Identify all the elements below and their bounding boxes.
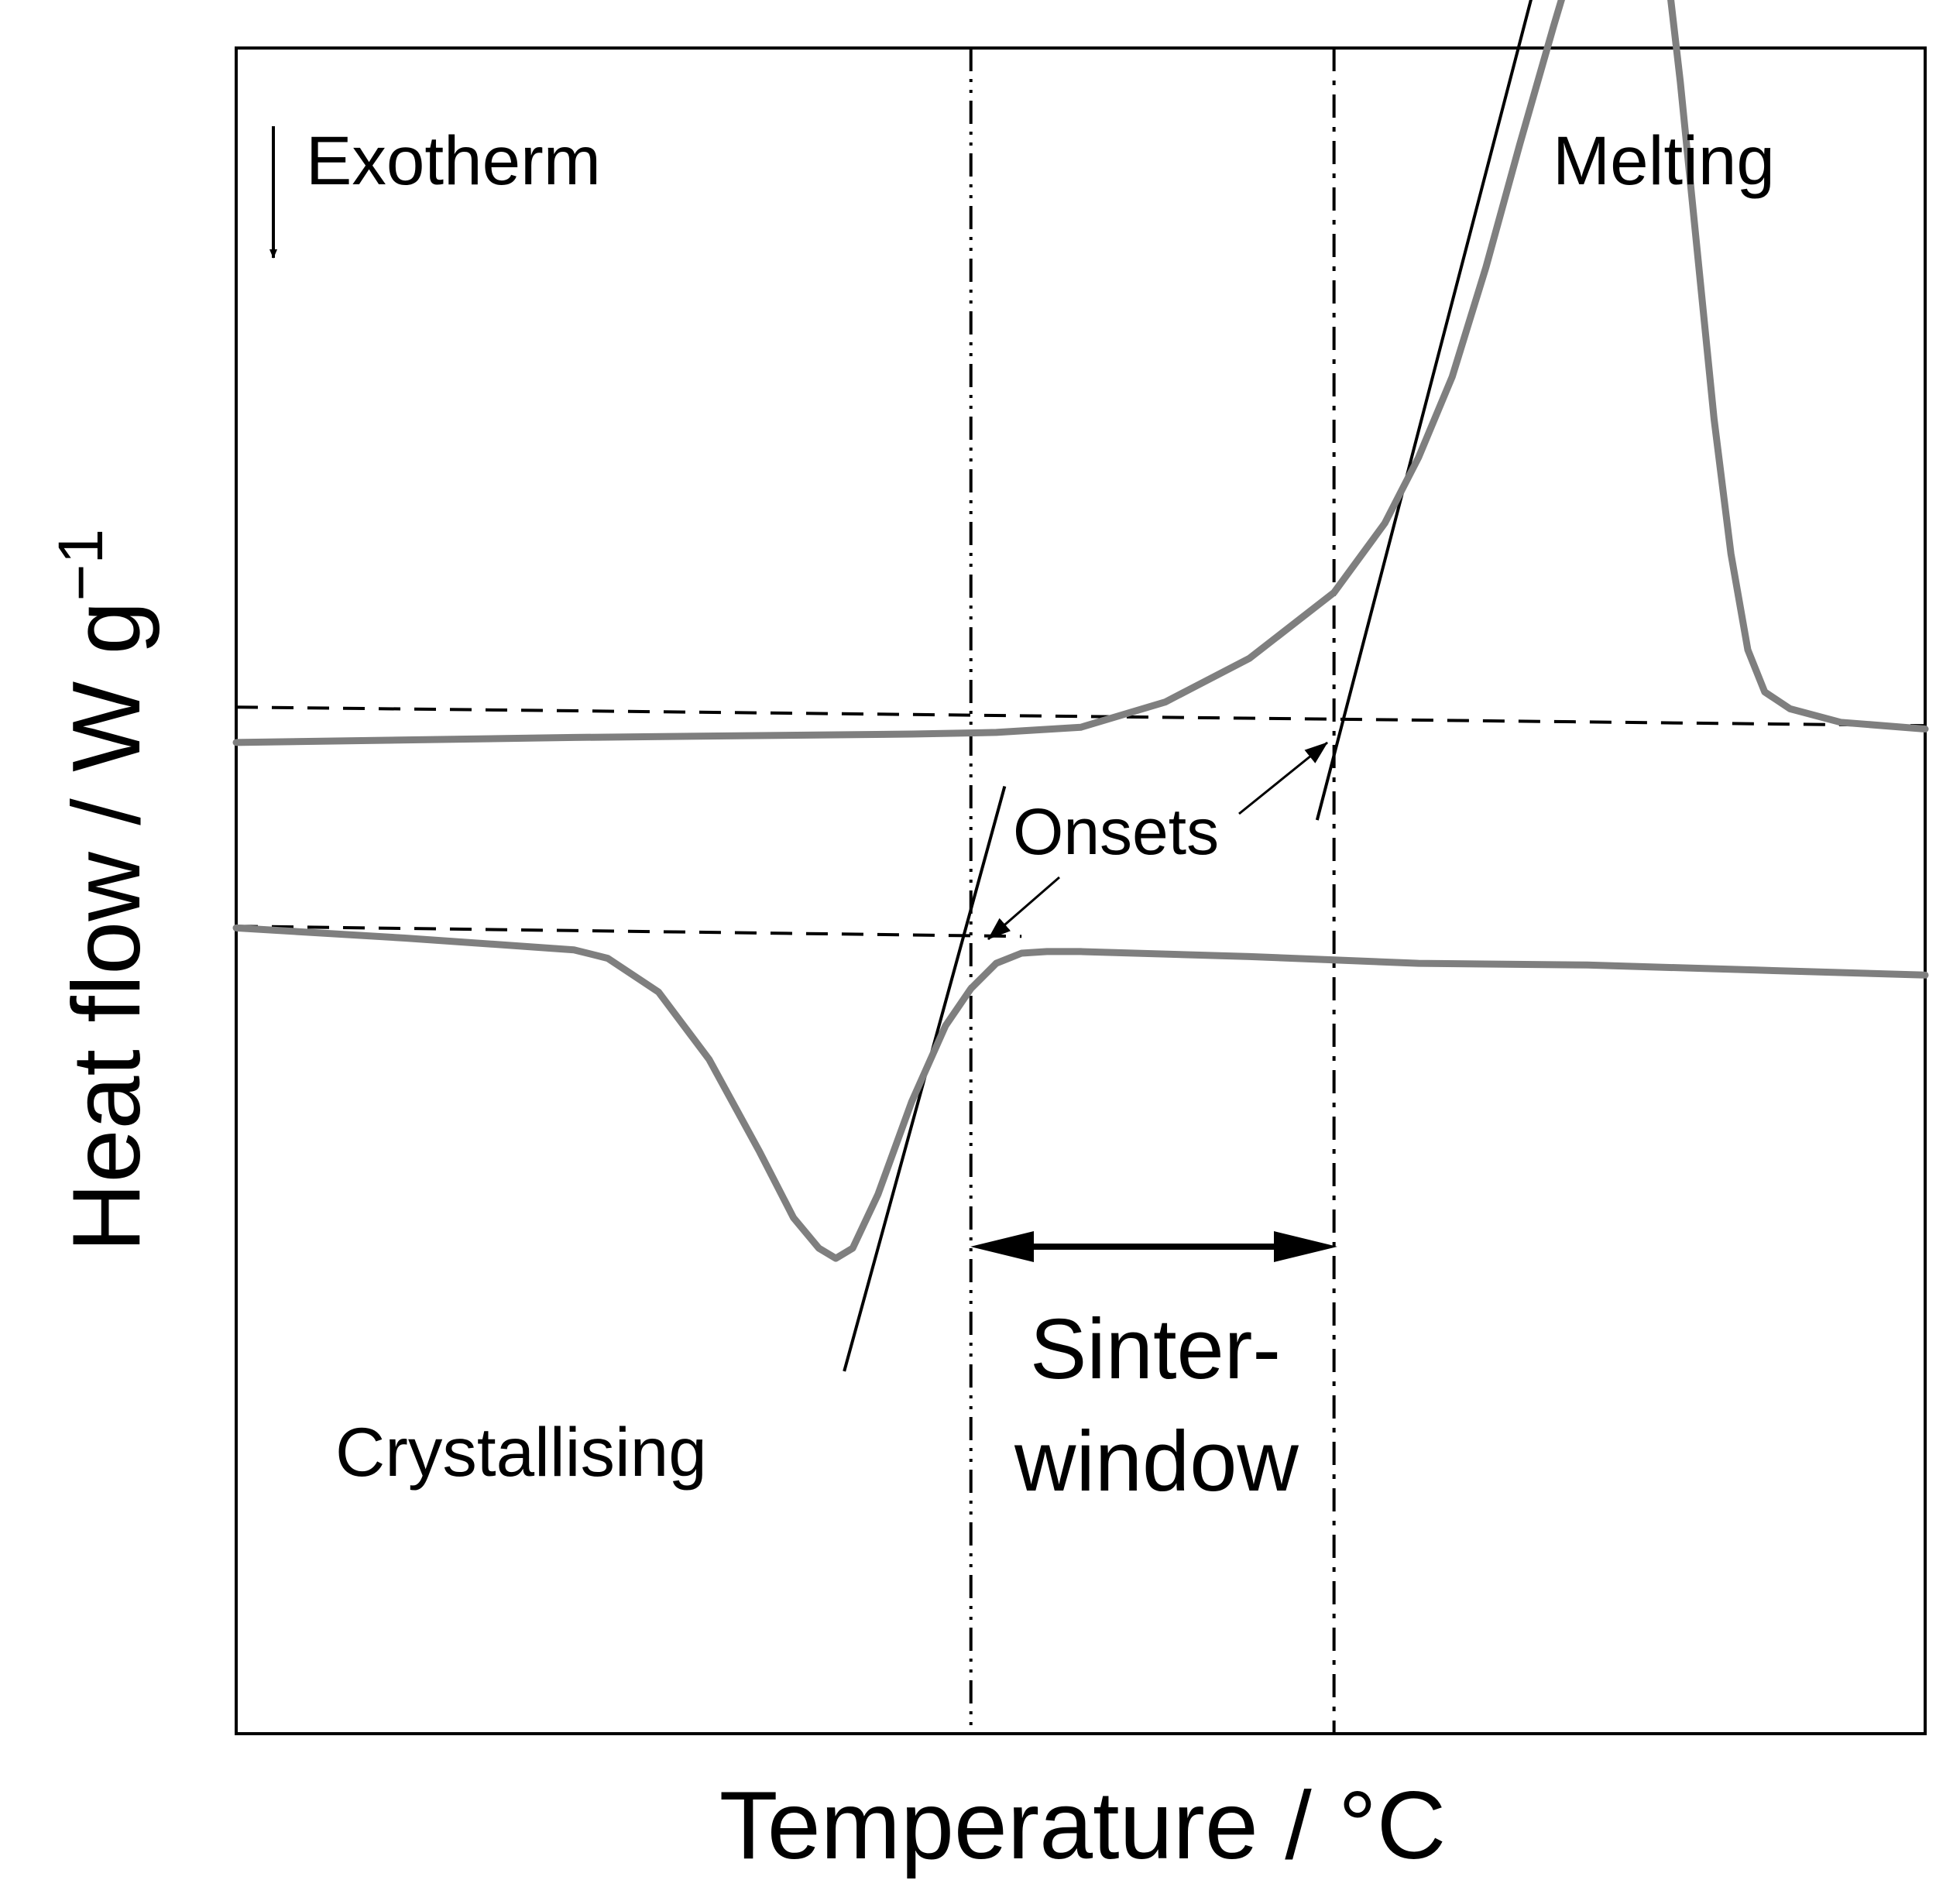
crystallising-baseline bbox=[235, 925, 1022, 938]
y-axis-label: Heat flow / W g−1 bbox=[46, 529, 160, 1252]
sinter-window-arrow-left-head bbox=[970, 1231, 1034, 1262]
y-axis-label-main: Heat flow / W g bbox=[53, 601, 160, 1252]
crystallising-label: Crystallising bbox=[335, 1413, 707, 1491]
melting-label: Melting bbox=[1553, 122, 1775, 199]
plot-frame bbox=[235, 46, 1927, 1735]
x-axis-label: Temperature / °C bbox=[719, 1772, 1447, 1879]
crystallising-curve bbox=[232, 924, 1929, 1262]
exotherm-label: Exotherm bbox=[306, 122, 601, 199]
sinter-window-label-line1: Sinter- bbox=[1030, 1302, 1281, 1397]
onsets-label: Onsets bbox=[1013, 795, 1219, 868]
melting-tangent-line bbox=[1315, 0, 1533, 821]
onset-arrow-to-crystallising bbox=[987, 876, 1060, 941]
sinter-window-label-line2: window bbox=[1014, 1414, 1299, 1509]
melting-baseline bbox=[235, 705, 1926, 728]
sinter-window-arrow-right-head bbox=[1274, 1231, 1337, 1262]
onset-arrow-to-melting bbox=[1238, 741, 1328, 815]
melting-curve bbox=[232, 0, 1929, 746]
y-axis-label-superscript: −1 bbox=[46, 529, 116, 602]
